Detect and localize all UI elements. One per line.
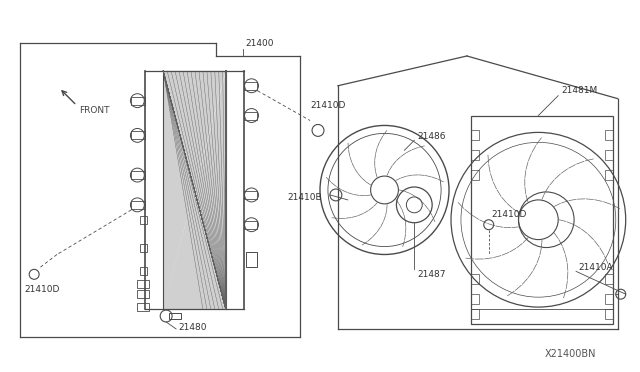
Bar xyxy=(140,244,147,251)
Text: 21487: 21487 xyxy=(417,270,446,279)
Bar xyxy=(605,294,612,304)
Bar xyxy=(471,150,479,160)
Text: 21410D: 21410D xyxy=(310,101,346,110)
Bar xyxy=(140,267,147,275)
Polygon shape xyxy=(163,71,226,309)
Bar xyxy=(471,309,479,319)
Text: 21410B: 21410B xyxy=(287,193,322,202)
Bar xyxy=(138,280,149,288)
Text: 21481M: 21481M xyxy=(561,86,597,95)
Bar xyxy=(471,131,479,140)
Bar xyxy=(605,170,612,180)
Text: X21400BN: X21400BN xyxy=(545,349,596,359)
Bar xyxy=(131,201,145,209)
Text: 21480: 21480 xyxy=(178,323,207,333)
Text: 21410D: 21410D xyxy=(24,285,60,294)
Bar xyxy=(605,309,612,319)
Bar xyxy=(471,274,479,284)
Bar xyxy=(140,216,147,224)
Bar xyxy=(244,191,257,199)
Bar xyxy=(605,274,612,284)
Bar xyxy=(471,170,479,180)
Bar xyxy=(131,131,145,140)
Bar xyxy=(131,97,145,105)
Bar xyxy=(138,303,149,311)
Polygon shape xyxy=(163,71,226,309)
Bar xyxy=(138,290,149,298)
Text: 21410D: 21410D xyxy=(492,210,527,219)
Bar xyxy=(471,294,479,304)
Text: FRONT: FRONT xyxy=(79,106,109,115)
Bar xyxy=(131,171,145,179)
Bar xyxy=(244,221,257,229)
Bar xyxy=(169,313,181,319)
Text: 21400: 21400 xyxy=(246,39,274,48)
Bar xyxy=(605,150,612,160)
Bar xyxy=(246,251,257,267)
Bar xyxy=(471,116,612,324)
Bar xyxy=(605,131,612,140)
Text: 21410A: 21410A xyxy=(578,263,612,272)
Text: 21486: 21486 xyxy=(417,132,446,141)
Bar xyxy=(244,82,257,90)
Bar xyxy=(244,112,257,119)
